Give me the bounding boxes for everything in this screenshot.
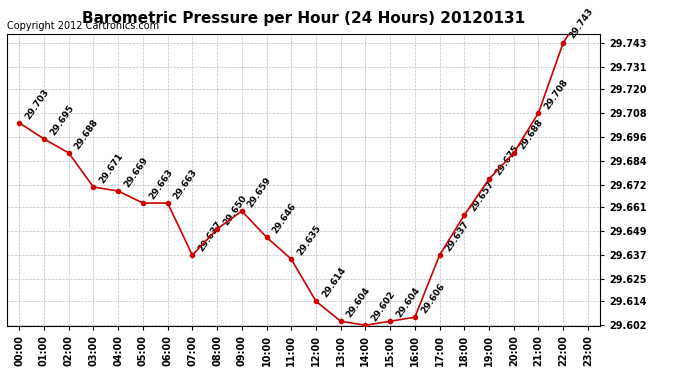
Text: 29.606: 29.606 [419, 282, 446, 315]
Text: 29.646: 29.646 [270, 201, 298, 235]
Text: 29.604: 29.604 [345, 285, 372, 319]
Text: 29.762: 29.762 [0, 374, 1, 375]
Text: 29.688: 29.688 [73, 117, 100, 151]
Text: 29.703: 29.703 [23, 87, 51, 121]
Text: 29.650: 29.650 [221, 194, 248, 227]
Text: 29.614: 29.614 [320, 265, 348, 299]
Text: 29.675: 29.675 [493, 143, 520, 177]
Text: 29.657: 29.657 [469, 179, 496, 213]
Text: 29.708: 29.708 [542, 77, 570, 111]
Text: 29.635: 29.635 [295, 224, 323, 257]
Text: 29.604: 29.604 [394, 285, 422, 319]
Text: 29.637: 29.637 [444, 219, 471, 253]
Text: Barometric Pressure per Hour (24 Hours) 20120131: Barometric Pressure per Hour (24 Hours) … [82, 11, 525, 26]
Text: 29.671: 29.671 [97, 151, 125, 185]
Text: Copyright 2012 Cartronics.com: Copyright 2012 Cartronics.com [7, 21, 159, 31]
Text: 29.659: 29.659 [246, 175, 273, 209]
Text: 29.669: 29.669 [122, 155, 150, 189]
Text: 29.637: 29.637 [197, 219, 224, 253]
Text: 29.688: 29.688 [518, 117, 545, 151]
Text: 29.743: 29.743 [567, 7, 595, 40]
Text: 29.663: 29.663 [147, 167, 175, 201]
Text: 29.695: 29.695 [48, 103, 75, 137]
Text: 29.602: 29.602 [370, 290, 397, 323]
Text: 29.663: 29.663 [172, 167, 199, 201]
